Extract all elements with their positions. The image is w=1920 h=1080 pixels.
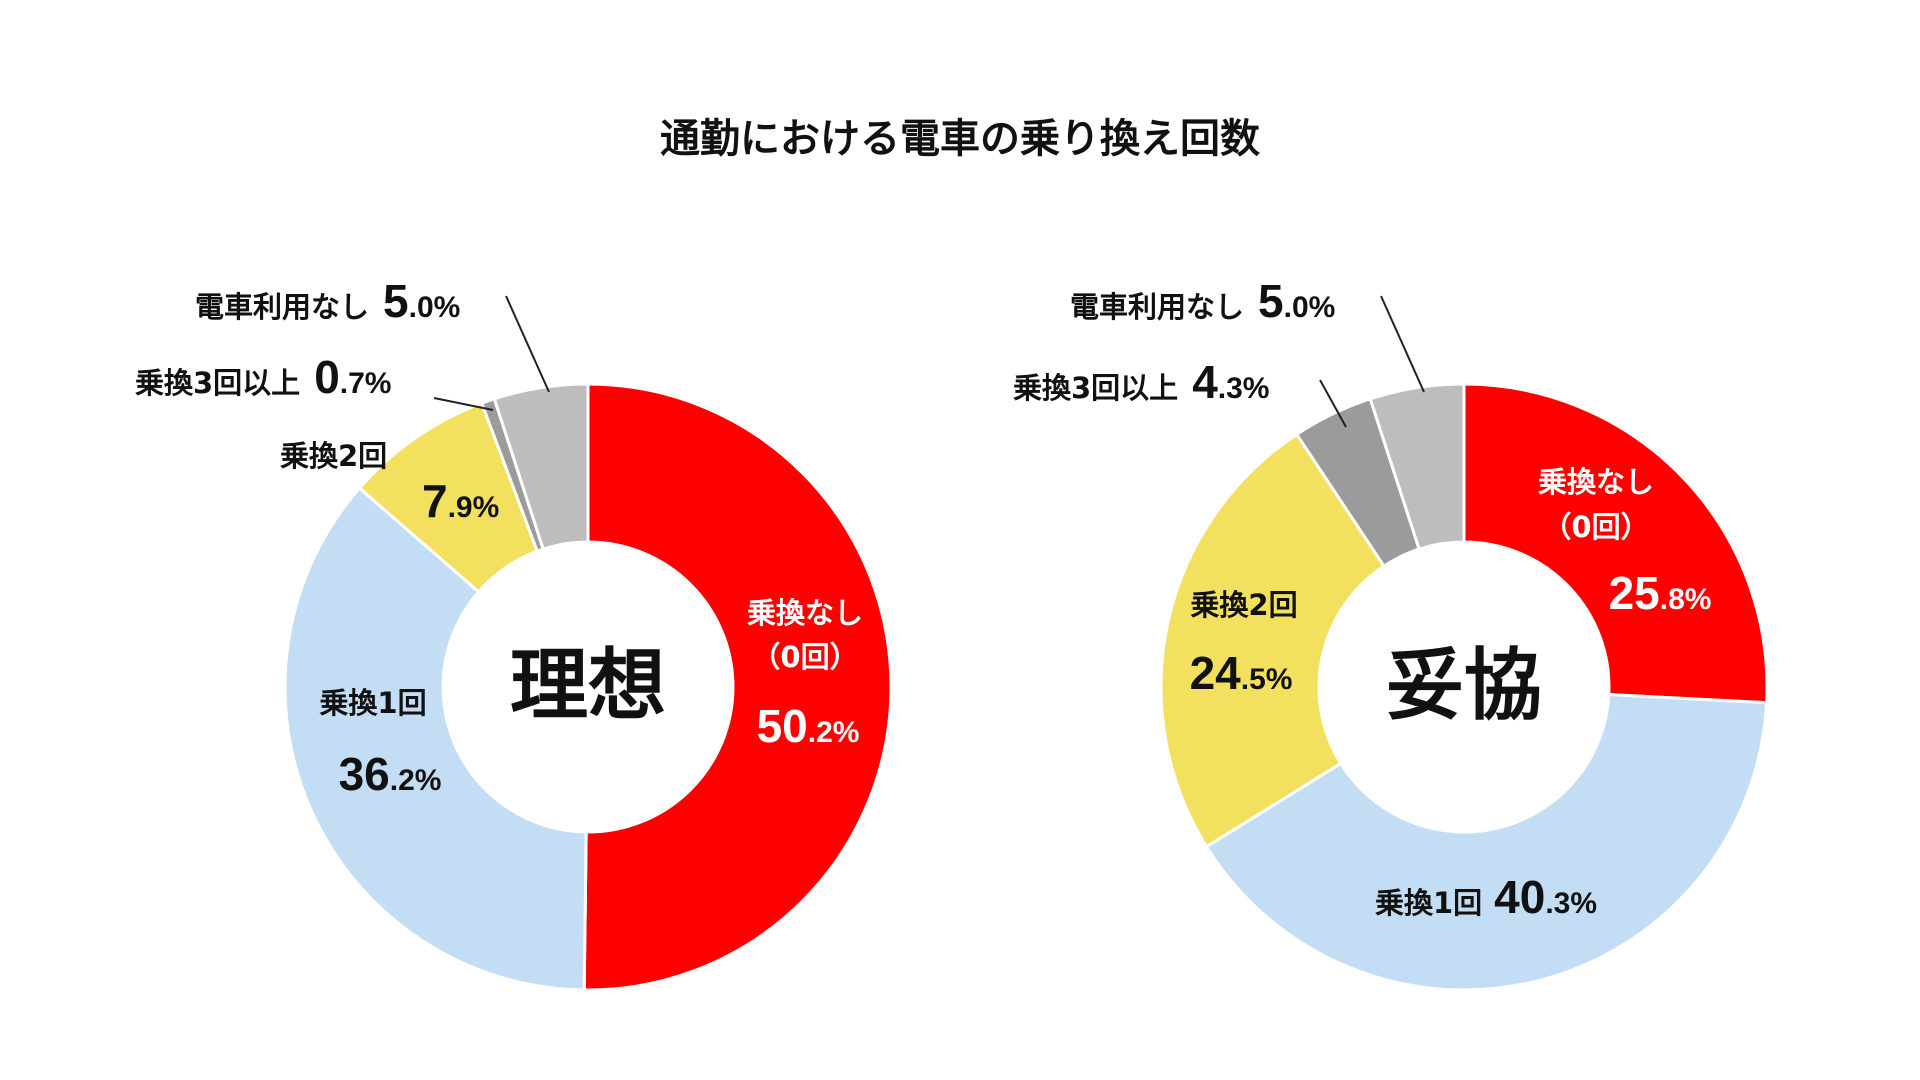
slice-no-train	[492, 382, 590, 551]
center-label-compromise: 妥協	[1386, 641, 1542, 731]
leader-line-three-plus	[1319, 379, 1347, 428]
slice-label-two-transfers: 乗換2回	[1190, 588, 1297, 622]
slice-label-no-transfer: 乗換なし	[747, 596, 863, 630]
chart-title: 通勤における電車の乗り換え回数	[660, 116, 1260, 162]
slice-value-no-transfer: 25.8%	[1609, 567, 1712, 619]
slice-value-no-transfer: 50.2%	[757, 700, 860, 752]
slice-no-transfer	[582, 382, 893, 992]
slice-value-two-transfers: 24.5%	[1190, 647, 1293, 699]
slice-label-one-transfer: 乗換1回 40.3%	[1375, 871, 1597, 923]
leader-line-three-plus	[433, 397, 494, 411]
slice-value-one-transfer: 36.2%	[339, 748, 442, 800]
slice-label-two-transfers: 乗換2回	[280, 439, 387, 473]
center-label-ideal: 理想	[510, 641, 666, 731]
slice-label-three-plus: 乗換3回以上 0.7%	[135, 351, 391, 403]
slice-no-transfer	[1462, 382, 1769, 705]
leader-line-no-train	[505, 295, 550, 393]
slice-label-no-transfer-sub: （0回）	[751, 640, 858, 674]
slice-label-three-plus: 乗換3回以上 4.3%	[1013, 356, 1269, 408]
slice-label-no-transfer: 乗換なし	[1538, 465, 1654, 499]
slice-one-transfer	[283, 485, 588, 992]
slice-label-no-transfer-sub: （0回）	[1542, 510, 1649, 544]
slice-no-train	[1368, 382, 1466, 552]
slice-label-no-train: 電車利用なし 5.0%	[195, 275, 460, 327]
leader-line-no-train	[1380, 295, 1425, 393]
donut-chart-compromise: 妥協 乗換なし （0回） 25.8% 乗換1回 40.3% 乗換2回 24.5% …	[1013, 275, 1769, 992]
slice-one-transfer	[1204, 692, 1769, 992]
donut-chart-ideal: 理想 乗換なし （0回） 50.2% 乗換1回 36.2% 乗換2回 7.9% …	[135, 275, 893, 992]
slice-label-no-train: 電車利用なし 5.0%	[1070, 275, 1335, 327]
slice-two-transfers	[1159, 432, 1387, 849]
slice-value-two-transfers: 7.9%	[422, 475, 499, 527]
slice-label-one-transfer: 乗換1回	[319, 686, 426, 720]
